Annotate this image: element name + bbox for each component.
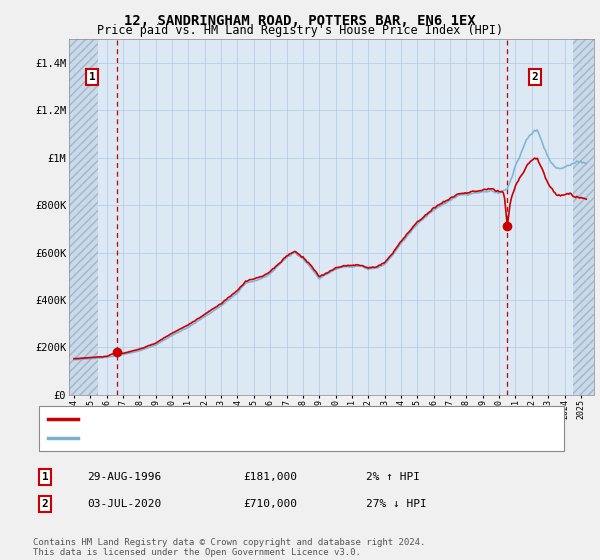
Text: 12, SANDRINGHAM ROAD, POTTERS BAR, EN6 1EX (detached house): 12, SANDRINGHAM ROAD, POTTERS BAR, EN6 1… bbox=[83, 414, 430, 424]
Text: 1: 1 bbox=[41, 472, 49, 482]
Bar bbox=[69, 39, 98, 395]
Text: 29-AUG-1996: 29-AUG-1996 bbox=[87, 472, 161, 482]
Text: Price paid vs. HM Land Registry's House Price Index (HPI): Price paid vs. HM Land Registry's House … bbox=[97, 24, 503, 37]
Text: 2% ↑ HPI: 2% ↑ HPI bbox=[366, 472, 420, 482]
Text: 12, SANDRINGHAM ROAD, POTTERS BAR, EN6 1EX: 12, SANDRINGHAM ROAD, POTTERS BAR, EN6 1… bbox=[124, 14, 476, 28]
Text: Contains HM Land Registry data © Crown copyright and database right 2024.
This d: Contains HM Land Registry data © Crown c… bbox=[33, 538, 425, 557]
Bar bbox=[573, 39, 594, 395]
Text: 2: 2 bbox=[41, 499, 49, 509]
Text: 2: 2 bbox=[532, 72, 538, 82]
Text: HPI: Average price, detached house, Hertsmere: HPI: Average price, detached house, Hert… bbox=[83, 433, 347, 444]
Text: 27% ↓ HPI: 27% ↓ HPI bbox=[366, 499, 427, 509]
Text: £710,000: £710,000 bbox=[243, 499, 297, 509]
Text: £181,000: £181,000 bbox=[243, 472, 297, 482]
Text: 1: 1 bbox=[89, 72, 95, 82]
Text: 03-JUL-2020: 03-JUL-2020 bbox=[87, 499, 161, 509]
